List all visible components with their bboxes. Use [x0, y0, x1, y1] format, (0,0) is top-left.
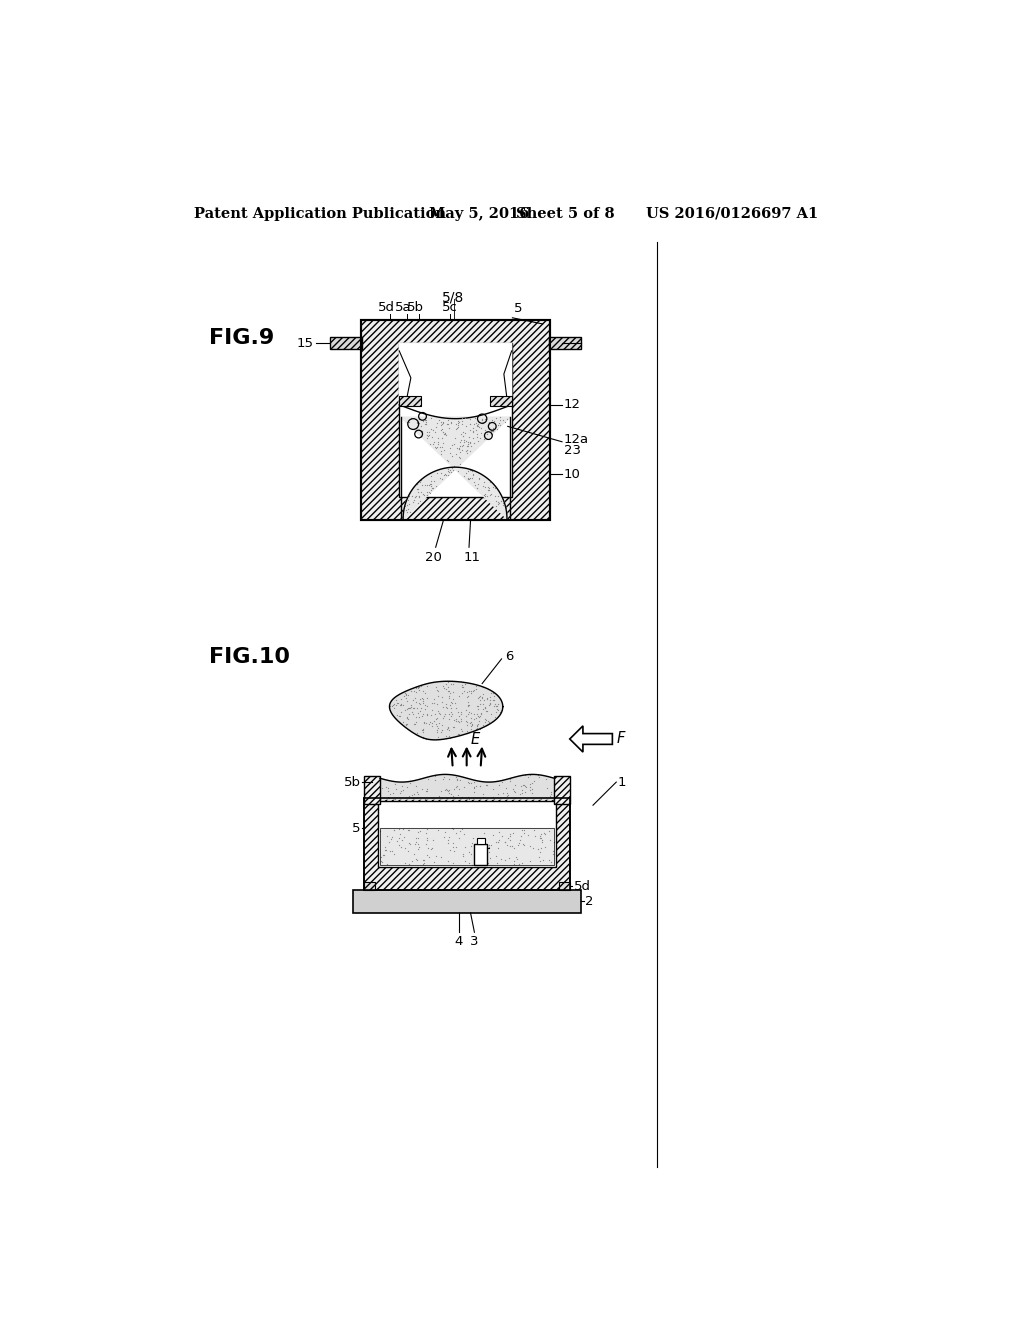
Text: 6: 6	[506, 649, 514, 663]
Text: 10: 10	[563, 467, 581, 480]
Bar	[477, 837, 484, 845]
Text: 15: 15	[297, 337, 314, 350]
Text: E: E	[471, 733, 480, 747]
Text: 12: 12	[563, 399, 581, 412]
Text: 5c: 5c	[441, 301, 458, 314]
Bar	[554, 776, 569, 804]
Polygon shape	[389, 681, 503, 741]
Polygon shape	[400, 417, 510, 519]
Text: 3: 3	[470, 935, 478, 948]
Text: US 2016/0126697 A1: US 2016/0126697 A1	[646, 207, 818, 220]
Polygon shape	[569, 726, 612, 752]
Text: 2: 2	[586, 895, 594, 908]
Text: 20: 20	[425, 552, 441, 564]
Bar	[365, 882, 375, 890]
Text: 11: 11	[464, 552, 480, 564]
Bar	[378, 801, 556, 867]
Text: 4a: 4a	[490, 841, 507, 854]
Bar	[365, 797, 569, 890]
Text: 6b: 6b	[382, 841, 399, 854]
Bar	[360, 321, 550, 520]
Text: FIG.9: FIG.9	[209, 327, 274, 347]
Text: 4: 4	[455, 935, 463, 948]
Text: F: F	[616, 731, 625, 747]
Polygon shape	[380, 829, 554, 866]
Text: 5b: 5b	[343, 776, 360, 788]
Text: Sheet 5 of 8: Sheet 5 of 8	[515, 207, 614, 220]
Bar	[399, 396, 421, 407]
Bar	[365, 797, 569, 890]
Bar	[474, 843, 486, 866]
Text: 1: 1	[617, 776, 627, 788]
Bar	[352, 890, 582, 913]
Bar	[360, 321, 550, 520]
Text: 15: 15	[563, 337, 581, 350]
Bar	[549, 337, 582, 350]
Text: Patent Application Publication: Patent Application Publication	[194, 207, 445, 220]
Bar	[330, 337, 362, 350]
Text: FIG.10: FIG.10	[209, 647, 291, 668]
Polygon shape	[380, 775, 554, 799]
Text: 23: 23	[563, 445, 581, 458]
Text: 12a: 12a	[563, 433, 589, 446]
Text: 5b: 5b	[407, 301, 424, 314]
Bar	[559, 882, 569, 890]
Bar	[365, 776, 380, 804]
Polygon shape	[399, 343, 512, 418]
Bar	[489, 396, 512, 407]
Bar	[399, 343, 512, 498]
Text: 5d: 5d	[573, 879, 591, 892]
Text: 5d: 5d	[378, 301, 394, 314]
Bar	[380, 829, 554, 866]
Text: 5a: 5a	[395, 301, 412, 314]
Text: 5: 5	[514, 302, 522, 315]
Text: 5/8: 5/8	[442, 290, 465, 305]
Text: May 5, 2016: May 5, 2016	[429, 207, 529, 220]
Text: 5: 5	[352, 822, 360, 834]
